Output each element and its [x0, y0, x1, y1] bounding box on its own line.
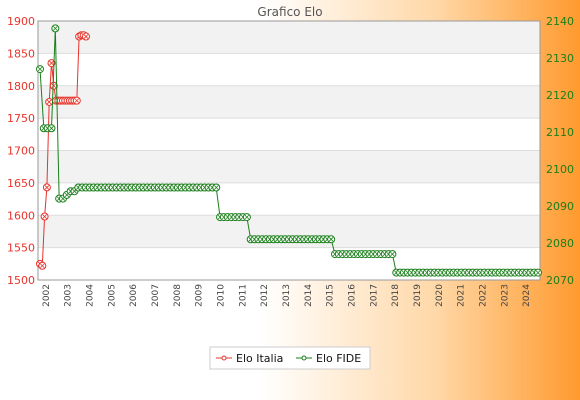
x-tick-label: 2002 — [42, 284, 52, 307]
legend-label-elo-fide: Elo FIDE — [316, 352, 361, 365]
data-point-elo-fide — [534, 268, 542, 277]
x-tick-label: 2023 — [500, 284, 510, 307]
x-tick-label: 2016 — [347, 284, 357, 307]
left-tick-label: 1900 — [7, 15, 35, 28]
data-point-elo-fide — [327, 235, 336, 244]
x-tick-label: 2015 — [326, 284, 336, 307]
data-point-elo-fide — [212, 183, 221, 192]
x-axis: 2002 2003 2004 2005 2006 2007 2008 2009 2010 2011… — [42, 284, 532, 307]
left-tick-label: 1550 — [7, 242, 35, 255]
right-tick-label: 2110 — [546, 126, 574, 139]
right-y-axis: 2070 2080 2090 2100 2110 2120 2130 2140 — [546, 15, 574, 287]
grid-lines — [37, 20, 541, 281]
x-tick-label: 2011 — [238, 284, 248, 307]
series-elo-fide — [36, 24, 542, 277]
x-tick-label: 2013 — [282, 284, 292, 307]
data-point-elo-fide — [51, 24, 60, 33]
left-tick-label: 1700 — [7, 145, 35, 158]
legend-item-elo-fide: Elo FIDE — [296, 352, 361, 365]
right-tick-label: 2140 — [546, 15, 574, 28]
x-tick-label: 2010 — [217, 284, 227, 307]
x-tick-label: 2005 — [107, 284, 117, 307]
data-point-elo-italia — [82, 32, 90, 41]
left-tick-label: 1750 — [7, 112, 35, 125]
legend-item-elo-italia: Elo Italia — [216, 352, 283, 365]
plot-border — [37, 20, 541, 281]
right-tick-label: 2090 — [546, 200, 574, 213]
x-tick-label: 2003 — [64, 284, 74, 307]
data-point-elo-fide — [47, 124, 56, 133]
legend-box — [209, 346, 371, 370]
x-tick-label: 2012 — [260, 284, 270, 307]
data-point-elo-italia — [40, 212, 49, 221]
right-tick-label: 2120 — [546, 89, 574, 102]
x-tick-label: 2006 — [129, 284, 139, 307]
x-tick-label: 2020 — [435, 284, 445, 307]
series-elo-italia — [36, 31, 90, 270]
x-tick-label: 2017 — [369, 284, 379, 307]
right-tick-label: 2130 — [546, 52, 574, 65]
data-point-elo-italia — [49, 81, 58, 90]
grid-band — [38, 21, 540, 54]
series-layer — [36, 24, 542, 277]
x-tick-label: 2018 — [391, 284, 401, 307]
grid-band — [38, 150, 540, 183]
grid-band — [38, 85, 540, 119]
data-point-elo-fide — [242, 213, 251, 222]
legend: Elo Italia Elo FIDE — [209, 346, 371, 370]
left-y-axis: 1500 1550 1600 1650 1700 1750 1800 1850 1900 — [7, 15, 35, 287]
x-tick-label: 2022 — [478, 284, 488, 307]
data-point-elo-italia — [47, 59, 56, 68]
x-tick-label: 2019 — [413, 284, 423, 307]
right-tick-label: 2100 — [546, 163, 574, 176]
x-tick-label: 2004 — [86, 284, 96, 307]
chart-title: Grafico Elo — [257, 5, 322, 19]
left-tick-label: 1850 — [7, 47, 35, 60]
x-tick-label: 2009 — [195, 284, 205, 307]
data-point-elo-fide — [388, 250, 397, 259]
x-tick-label: 2024 — [522, 284, 532, 307]
left-tick-label: 1650 — [7, 177, 35, 190]
x-tick-label: 2008 — [173, 284, 183, 307]
left-tick-label: 1500 — [7, 274, 35, 287]
x-tick-label: 2021 — [457, 284, 467, 307]
x-tick-label: 2007 — [151, 284, 161, 307]
right-tick-label: 2070 — [546, 274, 574, 287]
left-tick-label: 1600 — [7, 209, 35, 222]
data-point-elo-italia — [42, 183, 51, 192]
left-tick-label: 1800 — [7, 80, 35, 93]
right-tick-label: 2080 — [546, 237, 574, 250]
data-point-elo-italia — [72, 96, 81, 105]
x-tick-label: 2014 — [304, 284, 314, 307]
legend-label-elo-italia: Elo Italia — [236, 352, 283, 365]
data-point-elo-italia — [38, 261, 47, 270]
data-point-elo-italia — [45, 97, 54, 106]
data-point-elo-fide — [36, 65, 44, 74]
